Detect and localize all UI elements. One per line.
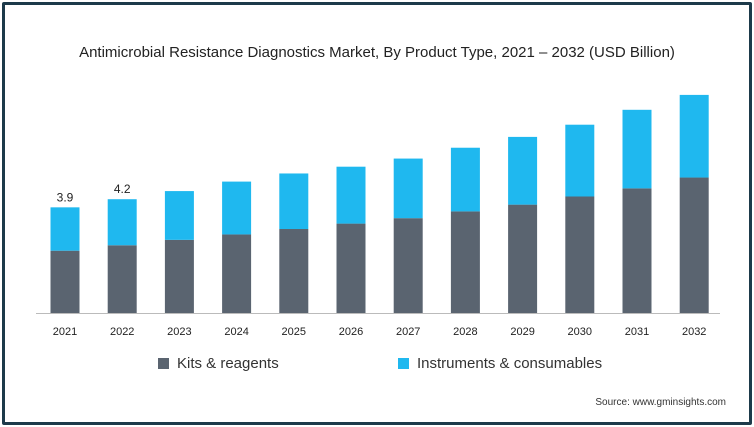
x-tick-label-2023: 2023: [167, 326, 191, 338]
x-tick-label-2026: 2026: [339, 326, 363, 338]
bar-instruments-2027: [393, 158, 423, 219]
legend-item-instruments: Instruments & consumables: [398, 355, 602, 372]
chart-legend: Kits & reagents Instruments & consumable…: [0, 355, 754, 375]
bar-instruments-2022: [107, 199, 137, 246]
bar-instruments-2024: [222, 181, 252, 235]
x-tick-label-2025: 2025: [282, 326, 306, 338]
data-label-2022: 4.2: [114, 182, 131, 196]
legend-label-kits: Kits & reagents: [177, 355, 279, 372]
bar-kits-2032: [679, 177, 709, 313]
legend-label-instruments: Instruments & consumables: [417, 355, 603, 372]
bar-kits-2026: [336, 223, 366, 313]
bar-instruments-2028: [450, 147, 480, 212]
legend-item-kits: Kits & reagents: [158, 355, 279, 372]
bar-kits-2028: [450, 211, 480, 313]
bar-kits-2027: [393, 218, 423, 313]
bar-kits-2025: [279, 229, 309, 313]
source-note: Source: www.gminsights.com: [595, 397, 726, 408]
x-tick-label-2021: 2021: [53, 326, 77, 338]
bar-instruments-2031: [622, 109, 652, 189]
x-tick-label-2032: 2032: [682, 326, 706, 338]
bar-instruments-2023: [164, 191, 194, 240]
bar-instruments-2030: [565, 124, 595, 197]
x-tick-label-2030: 2030: [568, 326, 592, 338]
chart-title: Antimicrobial Resistance Diagnostics Mar…: [79, 44, 675, 61]
x-tick-label-2031: 2031: [625, 326, 649, 338]
bar-instruments-2021: [50, 207, 80, 251]
bar-kits-2021: [50, 250, 80, 313]
bar-instruments-2029: [508, 136, 538, 205]
bar-kits-2023: [164, 239, 194, 313]
bar-kits-2030: [565, 196, 595, 313]
data-label-2021: 3.9: [57, 190, 74, 204]
x-tick-label-2028: 2028: [453, 326, 477, 338]
bar-kits-2022: [107, 245, 137, 313]
bar-instruments-2026: [336, 166, 366, 224]
legend-swatch-instruments: [398, 358, 409, 369]
bar-instruments-2025: [279, 173, 309, 230]
bar-kits-2031: [622, 188, 652, 313]
x-tick-label-2022: 2022: [110, 326, 134, 338]
legend-swatch-kits: [158, 358, 169, 369]
x-tick-label-2024: 2024: [224, 326, 248, 338]
bar-instruments-2032: [679, 94, 709, 178]
x-tick-label-2029: 2029: [510, 326, 534, 338]
bar-kits-2029: [508, 204, 538, 313]
x-tick-label-2027: 2027: [396, 326, 420, 338]
bar-kits-2024: [222, 234, 252, 313]
